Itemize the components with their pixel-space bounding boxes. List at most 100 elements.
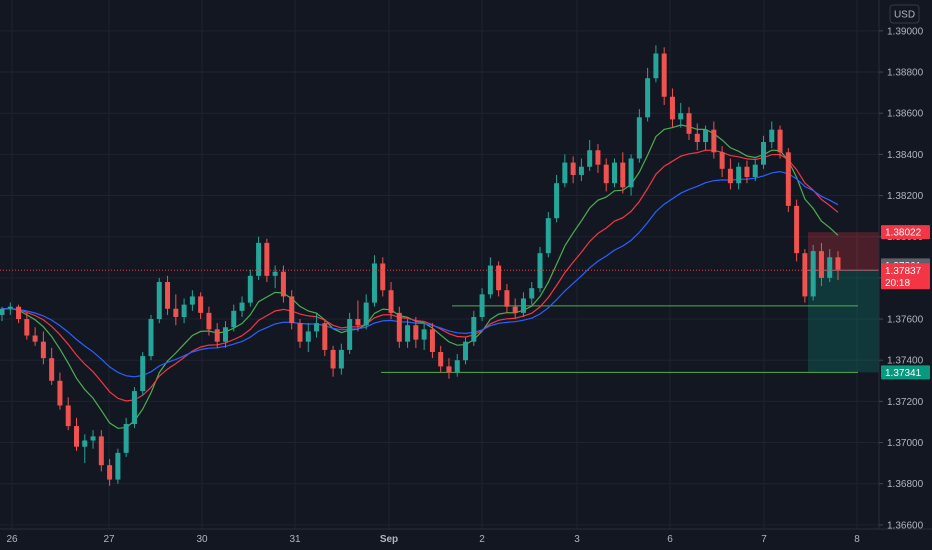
candle-body [727,168,733,184]
candle-body [214,329,220,342]
candle-body [338,349,344,369]
candle-body [496,265,502,291]
candle-body [761,142,767,165]
candle-body [454,360,460,373]
price-tick-label: 1.37600 [887,315,924,326]
candle-body [810,251,816,297]
horizontal-levels[interactable] [381,305,858,373]
candle-body [570,162,576,175]
candle-body [769,129,775,143]
candle-body [107,465,113,480]
candle-body [181,304,187,317]
candle-body [73,426,79,447]
candle-body [603,164,609,184]
candle-body [487,265,493,295]
candle-body [703,129,709,143]
candle-body [719,152,725,169]
candle-body [32,335,38,342]
candle-body [818,251,824,278]
candle-body [189,296,195,305]
time-tick-label: 3 [574,534,580,545]
candle-body [711,129,717,153]
moving-average-medium [1,149,839,402]
price-tick-label: 1.38800 [887,68,924,79]
candle-body [173,308,179,317]
candle-body [239,302,245,311]
candles [0,45,841,486]
price-tick-label: 1.36800 [887,479,924,490]
candle-body [115,452,121,480]
candle-body [7,306,13,309]
candle-body [636,117,642,159]
price-tick-label: 1.38400 [887,150,924,161]
candle-body [123,424,129,453]
candle-body [90,436,96,441]
candle-body [40,341,46,359]
candle-body [305,331,311,342]
candle-body [429,329,435,352]
candle-body [16,306,22,320]
candle-body [628,158,634,188]
candle-body [736,166,742,184]
candle-body [289,296,295,324]
candle-body [694,133,700,143]
candle-body [165,281,171,309]
candle-body [587,150,593,167]
price-tag [881,365,930,380]
candle-body [65,405,71,427]
candle-body [24,319,30,336]
time-tick-label: 31 [289,534,301,545]
currency-button[interactable]: USD [889,4,920,24]
candle-body [380,263,386,291]
candle-body [686,113,692,134]
price-tick-label: 1.39000 [887,26,924,37]
candle-body [578,166,584,175]
price-tag-label: 1.37341 [885,368,922,379]
price-tick-label: 1.38200 [887,191,924,202]
candle-body [57,380,63,406]
candle-body [330,349,336,369]
position-target-zone [808,270,879,373]
price-tick-label: 1.37200 [887,397,924,408]
candle-body [463,341,469,361]
candle-body [827,257,833,278]
candle-body [363,302,369,326]
candle-body [405,325,411,342]
candle-body [794,205,800,254]
candle-body [438,351,444,367]
time-tick-label: 27 [103,534,115,545]
candle-body [752,164,758,178]
candle-body [645,78,651,118]
candle-body [529,288,535,299]
candle-body [446,366,452,373]
time-axis[interactable]: 26 27 30 31 Sep 2 3 6 7 8 [6,534,860,545]
candle-body [272,271,278,276]
candle-body [653,53,659,79]
price-tag [881,225,930,240]
price-tick-label: 1.37000 [887,438,924,449]
moving-average-fast [1,124,839,429]
candle-body [835,257,841,270]
candle-body [82,440,88,447]
candle-body [206,312,212,330]
candle-body [131,391,137,425]
candle-body [355,319,361,326]
position-tool[interactable] [808,232,879,373]
candle-body [471,316,477,342]
candle-body [512,306,518,313]
position-stop-zone [808,232,879,271]
candle-body [612,162,618,184]
candle-body [479,294,485,317]
candle-body [661,53,667,97]
time-tick-label: 26 [6,534,18,545]
candle-body [222,327,228,342]
price-tag-countdown: 20:18 [885,278,910,289]
time-tick-label: Sep [380,534,398,545]
time-tick-label: 8 [854,534,860,545]
candle-body [504,290,510,307]
candle-body [620,162,626,188]
candle-body [156,281,162,320]
